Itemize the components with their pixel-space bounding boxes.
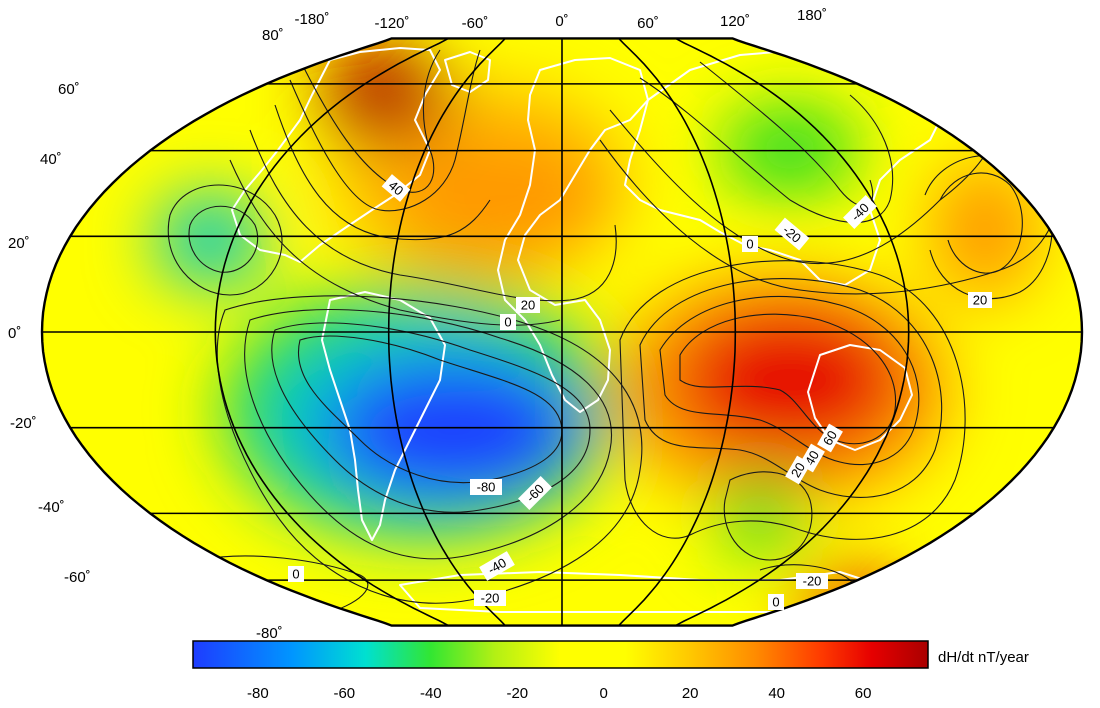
svg-text:-20: -20	[803, 574, 822, 589]
contour-label: -40	[479, 551, 515, 581]
colorbar-ramp	[192, 640, 929, 669]
svg-text:0: 0	[504, 315, 511, 330]
coast-europe-africa	[497, 57, 649, 413]
contour-label: 0	[742, 236, 758, 252]
graticule	[42, 38, 1082, 626]
field-region-south-indian-low	[715, 475, 805, 555]
axis-labels: -180˚ -120˚ -60˚ 0˚ 60˚ 120˚ 180˚ 80˚ 60˚ 40˚ 20˚ 0…	[8, 7, 827, 642]
colorbar-tick-label: 60	[855, 685, 872, 702]
longitude-label: -120˚	[374, 15, 409, 32]
colorbar-tick-label: 0	[600, 685, 608, 702]
contour-label: 20	[785, 455, 811, 485]
colorbar-tick-label: -60	[333, 685, 355, 702]
svg-text:20: 20	[521, 298, 535, 313]
field-region-indian-ocean-australia-high	[675, 305, 905, 455]
field-region-central-pacific-low	[155, 195, 265, 285]
latitude-label: 0˚	[8, 325, 21, 342]
svg-text:-80: -80	[477, 480, 496, 495]
field-region-canada-high	[320, 45, 450, 145]
colorbar-ticks: -80 -60 -40 -20 0 20 40 60	[247, 685, 871, 702]
coast-australia	[807, 344, 913, 451]
svg-text:0: 0	[746, 237, 753, 252]
latitude-label: -60˚	[64, 569, 91, 586]
coast-south-america	[321, 291, 446, 541]
longitude-label: -60˚	[462, 15, 489, 32]
latitude-label: -40˚	[38, 499, 65, 516]
latitude-label: -20˚	[10, 415, 37, 432]
svg-text:20: 20	[973, 293, 987, 308]
latitude-label: 20˚	[8, 235, 30, 252]
colorbar-title: dH/dt nT/year	[938, 649, 1029, 666]
longitude-label: -180˚	[294, 11, 329, 28]
field-region-north-atlantic-africa-high	[390, 130, 610, 270]
svg-text:20: 20	[788, 460, 808, 480]
longitude-label: 120˚	[720, 13, 750, 30]
contour-label: 0	[768, 594, 784, 610]
contour-label: -20	[796, 573, 828, 589]
colorbar-tick-label: 40	[768, 685, 785, 702]
latitude-label: 60˚	[58, 81, 80, 98]
field-region-north-pacific-high	[930, 160, 1040, 300]
contour-label: 20	[516, 297, 540, 313]
latitude-label: 40˚	[40, 151, 62, 168]
svg-text:0: 0	[292, 567, 299, 582]
svg-text:-20: -20	[481, 591, 500, 606]
colorbar-tick-label: -40	[420, 685, 442, 702]
colorbar-tick-label: -80	[247, 685, 269, 702]
contour-label: 0	[288, 566, 304, 582]
longitude-label: 0˚	[555, 13, 568, 30]
contour-label: 60	[817, 423, 843, 453]
colorbar-tick-label: -20	[506, 685, 528, 702]
latitude-label: 80˚	[262, 27, 284, 44]
latitude-label: -80˚	[256, 625, 283, 642]
contour-label: 40	[381, 174, 411, 202]
contour-label: 0	[500, 314, 516, 330]
svg-text:0: 0	[772, 595, 779, 610]
field-region-south-america-atlantic-low	[325, 360, 585, 500]
contour-label: -20	[474, 590, 506, 606]
map-border	[40, 37, 1084, 627]
svg-text:60: 60	[820, 428, 840, 448]
contour-lines	[167, 49, 1061, 621]
colorbar: -80 -60 -40 -20 0 20 40 60 dH/dt nT/year	[192, 640, 1029, 702]
contour-label: -80	[470, 479, 502, 495]
longitude-label: 60˚	[637, 15, 659, 32]
contour-label: 20	[968, 292, 992, 308]
longitude-label: 180˚	[797, 7, 827, 24]
colorbar-tick-label: 20	[682, 685, 699, 702]
coast-greenland	[444, 51, 491, 93]
